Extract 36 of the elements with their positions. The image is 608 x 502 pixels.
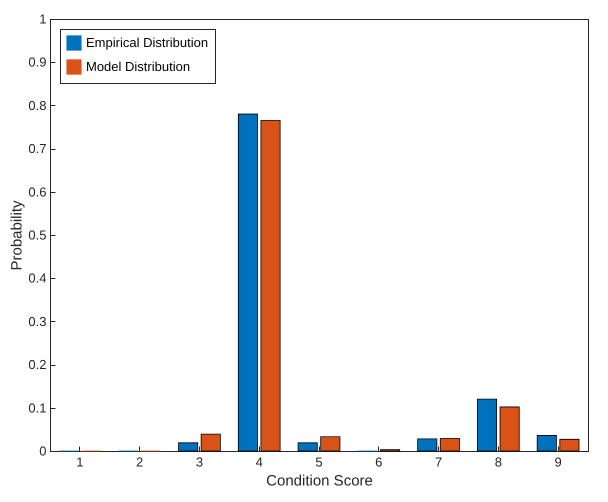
bar: [260, 120, 281, 452]
y-tick-label: 0.1: [28, 400, 46, 416]
y-tick-label: 0.6: [28, 184, 46, 200]
bar: [477, 398, 498, 452]
y-tick-label: 0.3: [28, 314, 46, 329]
legend-label: Empirical Distribution: [86, 35, 208, 50]
x-tick-label: 6: [375, 454, 382, 470]
bar: [417, 438, 438, 452]
bar: [559, 438, 580, 452]
bar: [536, 435, 557, 452]
bar: [320, 436, 340, 452]
x-tick-label: 3: [196, 454, 204, 470]
bar: [200, 434, 221, 452]
y-tick-label: 0.7: [28, 141, 46, 156]
legend-label: Model Distribution: [86, 59, 190, 74]
x-tick-label: 5: [315, 454, 323, 470]
x-axis-title: Condition Score: [266, 472, 373, 490]
y-tick-label: 0.5: [28, 228, 46, 242]
x-tick-label: 7: [434, 454, 442, 470]
bar: [298, 442, 318, 452]
x-tick-label: 2: [136, 454, 144, 470]
y-tick-label: 0: [39, 444, 46, 458]
bar: [500, 406, 520, 452]
x-tick-label: 4: [256, 454, 263, 470]
y-tick-label: 0.8: [28, 98, 46, 113]
x-tick-label: 9: [554, 454, 562, 470]
bar: [178, 442, 198, 452]
bar: [238, 114, 258, 452]
x-tick-label: 8: [494, 454, 502, 470]
y-tick-label: 0.9: [28, 54, 46, 70]
x-tick-label: 1: [76, 454, 84, 470]
y-tick-label: 1: [39, 12, 46, 26]
bar: [440, 438, 460, 452]
y-tick-label: 0.4: [28, 270, 46, 286]
y-axis-title: Probability: [8, 200, 26, 271]
y-tick-label: 0.2: [28, 357, 46, 372]
